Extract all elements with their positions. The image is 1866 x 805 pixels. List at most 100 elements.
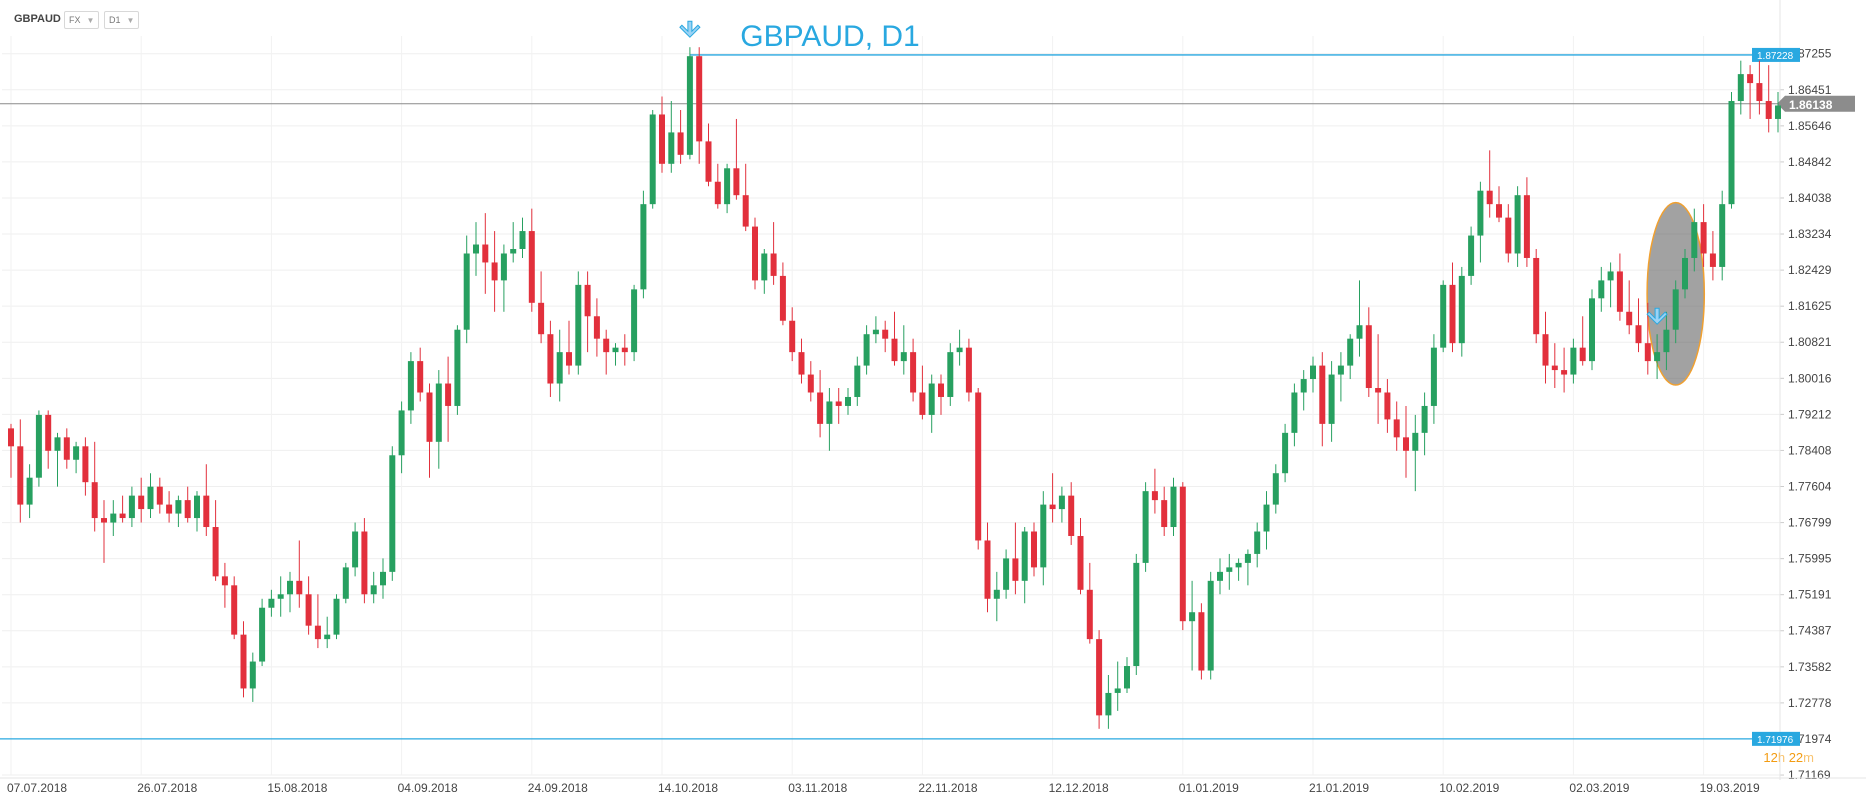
bull-candle	[1412, 414, 1419, 492]
bull-candle	[575, 271, 582, 375]
bull-candle	[352, 522, 359, 577]
bear-candle	[770, 222, 777, 285]
candle-body	[1217, 571, 1223, 581]
x-tick-label: 19.03.2019	[1700, 781, 1760, 795]
bull-candle	[1244, 549, 1251, 586]
candle-body	[63, 437, 70, 460]
bear-candle	[1533, 249, 1540, 344]
candle-body	[919, 392, 926, 415]
bear-candle	[1496, 186, 1502, 223]
candle-body	[212, 527, 219, 577]
candle-body	[184, 500, 191, 519]
candle-body	[1672, 289, 1679, 330]
bear-candle	[1049, 473, 1056, 523]
bear-candle	[1151, 468, 1158, 514]
bear-candle	[361, 518, 368, 604]
x-tick-label: 15.08.2018	[267, 781, 327, 795]
bull-candle	[1328, 361, 1335, 442]
bear-candle	[547, 320, 554, 397]
bull-candle	[1589, 289, 1595, 371]
candle-body	[1105, 692, 1112, 716]
bear-candle	[1747, 65, 1754, 119]
bull-candle	[249, 652, 256, 702]
current-price-badge	[1777, 95, 1855, 112]
candle-body	[156, 486, 163, 505]
timer-minutes: 22	[1788, 750, 1804, 765]
candle-body	[398, 410, 405, 456]
bull-candle	[1170, 477, 1177, 536]
bull-candle	[1114, 661, 1121, 711]
market-select-value: FX	[69, 15, 81, 25]
bear-candle	[742, 163, 749, 232]
candle-body	[891, 338, 898, 362]
candle-body	[361, 531, 368, 595]
bear-candle	[621, 334, 628, 366]
candle-body	[324, 634, 331, 640]
timeframe-select[interactable]: D1 ▼	[104, 11, 140, 29]
candle-body	[519, 231, 526, 250]
bear-candle	[296, 540, 303, 608]
bull-candle	[1021, 527, 1028, 604]
bull-candle	[1430, 334, 1437, 424]
bear-candle	[119, 495, 126, 523]
y-tick-label: 1.80821	[1788, 335, 1832, 349]
bull-candle	[1672, 280, 1679, 344]
bear-candle	[445, 356, 452, 442]
candle-body	[175, 500, 182, 514]
bull-candle	[1691, 208, 1698, 272]
candle-body	[1589, 298, 1595, 362]
candle-body	[221, 576, 228, 586]
bull-candle	[556, 329, 563, 402]
y-tick-label: 1.83234	[1788, 227, 1832, 241]
candle-body	[910, 352, 917, 393]
bull-candle	[956, 329, 963, 366]
candle-body	[668, 132, 675, 164]
candle-body	[993, 589, 1000, 599]
candle-body	[817, 392, 824, 424]
bear-candle	[482, 213, 489, 294]
bull-candle	[1654, 334, 1661, 380]
y-tick-label: 1.73582	[1788, 660, 1832, 674]
resistance-price-badge	[1752, 47, 1800, 62]
bear-candle	[91, 441, 98, 532]
bull-candle	[1310, 356, 1316, 393]
bear-candle	[17, 419, 24, 523]
candle-body	[1040, 504, 1047, 568]
candle-body	[1124, 666, 1130, 689]
timeframe-select-value: D1	[109, 15, 121, 25]
candle-body	[249, 661, 256, 689]
bull-candle	[1607, 262, 1614, 308]
bear-candle	[101, 500, 107, 563]
candle-body	[1328, 374, 1335, 424]
candle-body	[947, 352, 954, 397]
candle-body	[45, 414, 52, 451]
candle-body	[1728, 101, 1735, 205]
bull-candle	[473, 222, 479, 276]
bull-candle	[1663, 311, 1670, 371]
bull-candle	[668, 101, 675, 173]
candle-body	[1756, 83, 1763, 102]
bear-candle	[919, 365, 926, 420]
candle-body	[1598, 280, 1605, 299]
y-tick-label: 1.86451	[1788, 83, 1832, 97]
bull-candle	[1226, 553, 1233, 590]
bull-candle	[1058, 486, 1065, 523]
bull-candle	[724, 163, 731, 214]
candle-body	[128, 495, 135, 519]
bull-candle	[928, 374, 935, 433]
bull-candle	[128, 486, 135, 528]
candle-body	[510, 249, 517, 254]
market-select[interactable]: FX ▼	[64, 11, 100, 29]
bull-candle	[1235, 558, 1242, 581]
candle-body	[1207, 580, 1214, 671]
candle-body	[705, 141, 712, 182]
candle-body	[1021, 531, 1028, 581]
candle-body	[473, 244, 479, 254]
candle-body	[1179, 486, 1186, 622]
candle-body	[8, 428, 14, 447]
x-tick-label: 24.09.2018	[528, 781, 588, 795]
support-price-badge	[1752, 731, 1800, 746]
candle-body	[1737, 74, 1744, 102]
x-tick-label: 04.09.2018	[398, 781, 458, 795]
